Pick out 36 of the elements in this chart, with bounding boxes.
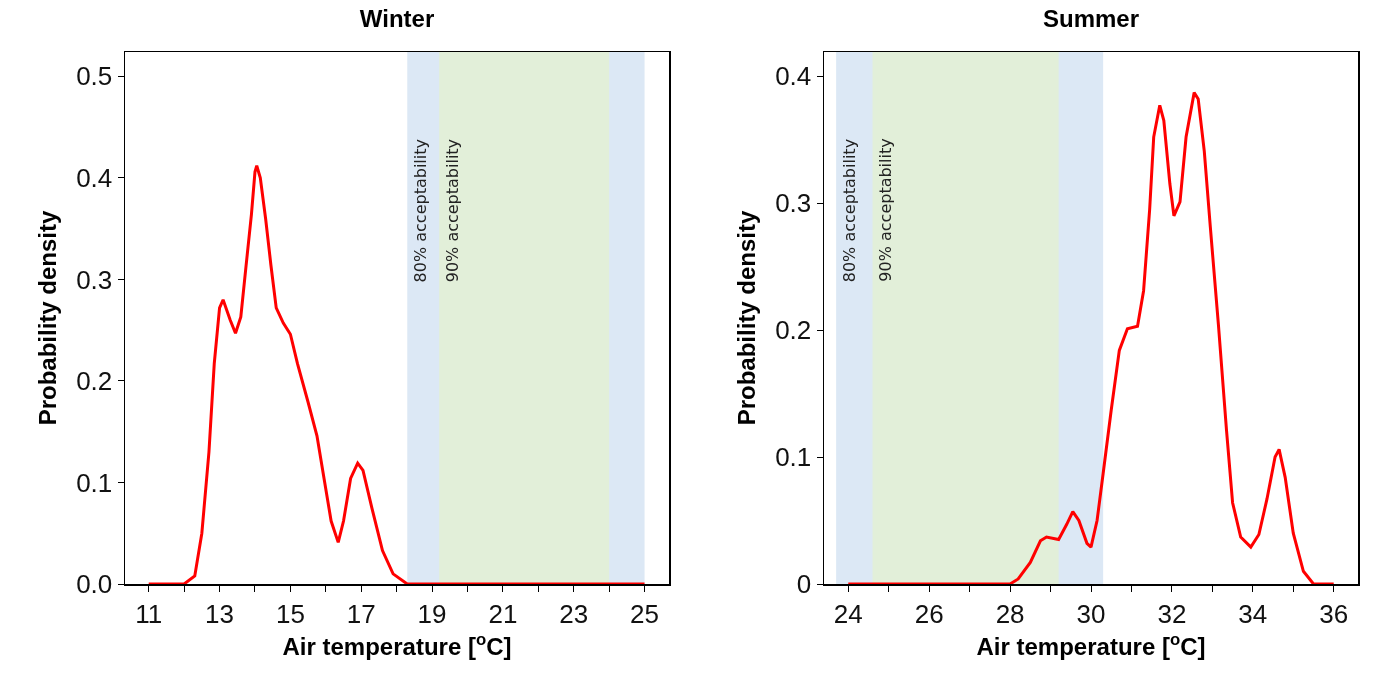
band-label: 90% acceptability: [443, 138, 463, 283]
x-tick-label: 13: [205, 598, 235, 629]
y-tick-label: 0.3: [76, 264, 113, 295]
x-tick-label: 19: [417, 598, 447, 629]
x-axis-title: Air temperature [$^{o}$C]: [976, 629, 1206, 660]
y-tick-label: 0.1: [775, 442, 812, 473]
y-axis-title: Probability density: [34, 210, 62, 426]
y-tick-label: 0: [796, 569, 812, 600]
y-tick-label: 0.2: [76, 366, 113, 397]
x-tick-label: 15: [275, 598, 305, 629]
band-label: 90% acceptability: [876, 138, 896, 282]
x-tick-label: 28: [995, 598, 1025, 629]
chart-title: Summer: [1042, 5, 1140, 33]
y-tick-label: 0.5: [76, 61, 113, 92]
x-tick-label: 26: [914, 598, 944, 629]
band-label: 80% acceptability: [840, 138, 860, 283]
y-tick-label: 0.4: [775, 61, 812, 92]
x-tick-label: 32: [1157, 598, 1187, 629]
x-tick-label: 30: [1076, 598, 1106, 629]
x-tick-label: 17: [346, 598, 376, 629]
x-tick-label: 34: [1238, 598, 1268, 629]
x-tick-label: 23: [559, 598, 589, 629]
y-tick-label: 0.0: [76, 569, 113, 600]
x-tick-label: 36: [1319, 598, 1349, 629]
y-axis-title: Probability density: [733, 210, 761, 426]
y-tick-label: 0.2: [775, 315, 812, 346]
x-tick-label: 25: [630, 598, 660, 629]
x-axis-title: Air temperature [$^{o}$C]: [282, 629, 512, 660]
x-tick-label: 11: [135, 598, 163, 629]
y-tick-label: 0.4: [76, 162, 113, 193]
band-label: 80% acceptability: [411, 139, 431, 283]
x-tick-label: 24: [833, 598, 863, 629]
y-tick-label: 0.3: [775, 188, 812, 219]
y-tick-label: 0.1: [76, 467, 113, 498]
chart-title: Winter: [359, 5, 435, 33]
x-tick-label: 21: [488, 598, 518, 629]
